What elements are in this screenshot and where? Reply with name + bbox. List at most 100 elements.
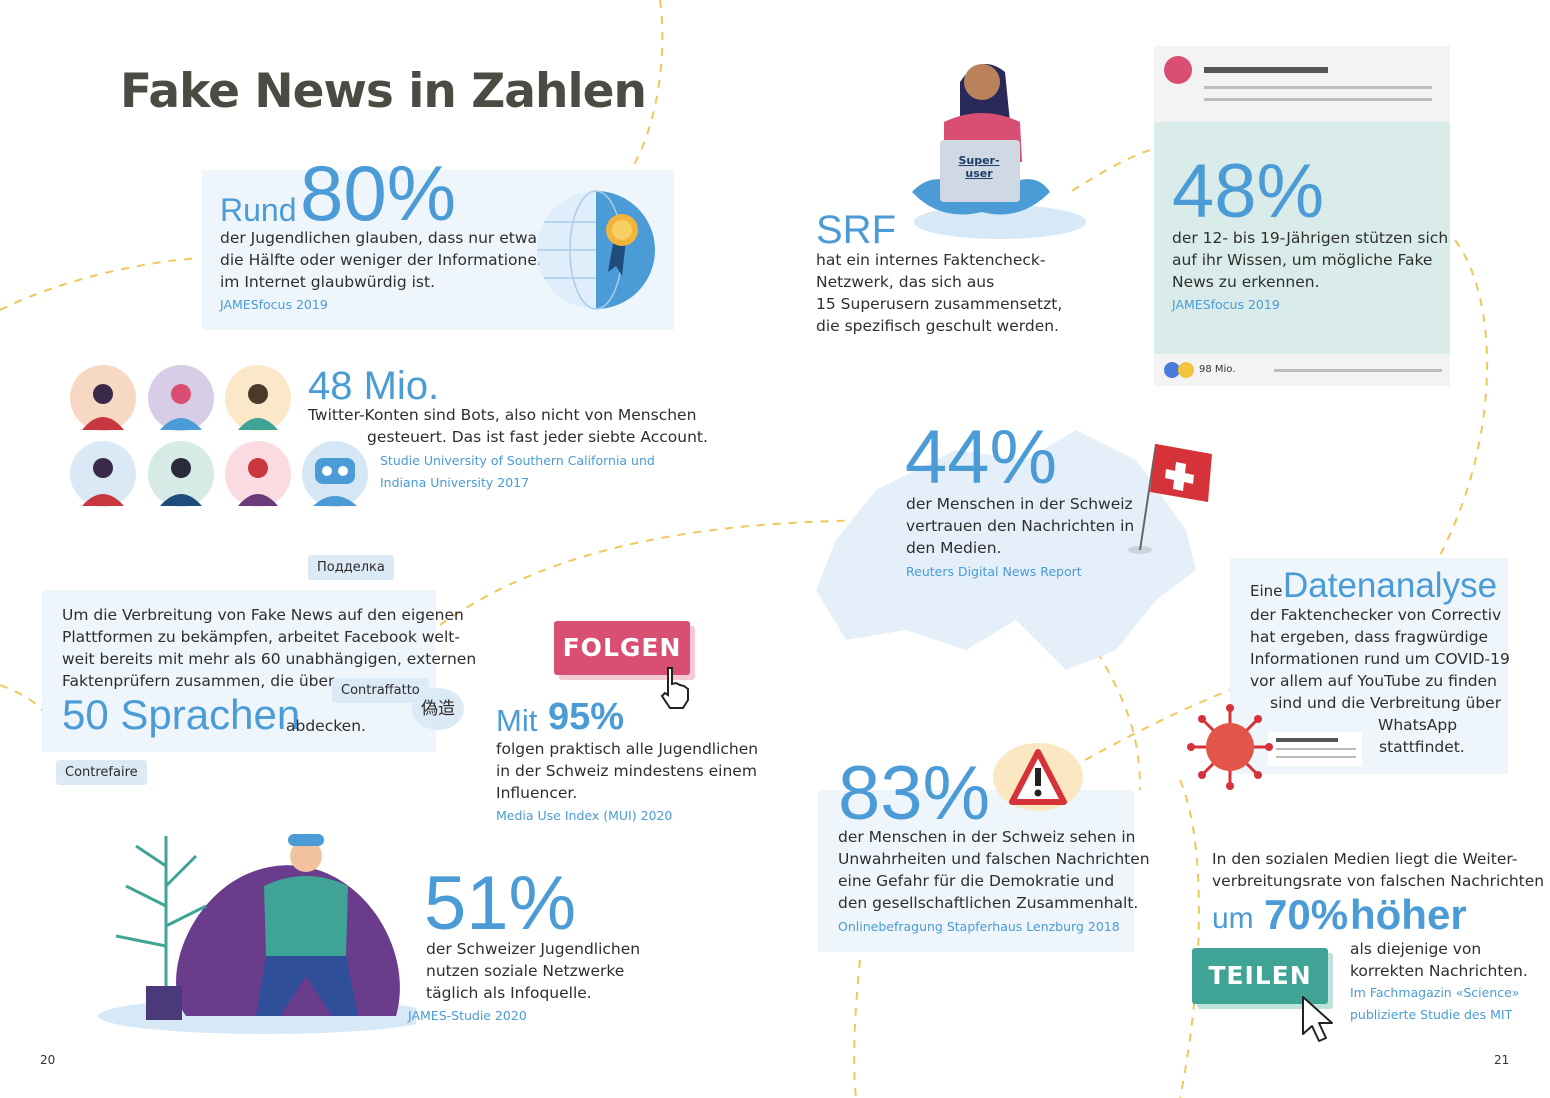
stat-83-source: Onlinebefragung Stapferhaus Lenzburg 201…: [838, 919, 1120, 934]
facebook-languages-value: 50 Sprachen: [62, 691, 301, 738]
stat-80-source: JAMESfocus 2019: [220, 297, 328, 312]
page-number-right: 21: [1494, 1053, 1510, 1067]
text-line: als diejenige von: [1350, 940, 1482, 958]
stat-83-value: 83%: [838, 751, 991, 836]
text-line: der Menschen in der Schweiz: [906, 495, 1133, 513]
text-line: verbreitungsrate von falschen Nachrichte…: [1212, 872, 1545, 890]
post-content-area: [1154, 122, 1450, 354]
stat-44-value: 44%: [905, 415, 1058, 500]
follow-button[interactable]: FOLGEN: [554, 621, 690, 675]
source-line: Im Fachmagazin «Science»: [1350, 985, 1520, 1000]
text-line: vertrauen den Nachrichten in: [906, 517, 1135, 535]
text-line: Um die Verbreitung von Fake News auf den…: [62, 606, 464, 624]
stat-95-text: folgen praktisch alle Jugendlichen in de…: [496, 738, 758, 804]
share-button[interactable]: TEILEN: [1192, 948, 1328, 1004]
label-russian: Подделка: [308, 555, 394, 580]
stat-48p-text: der 12- bis 19-Jährigen stützen sich auf…: [1172, 227, 1448, 293]
text-line: der Schweizer Jugendlichen: [426, 940, 641, 958]
text-line: Unwahrheiten und falschen Nachrichten: [838, 850, 1150, 868]
arrow-cursor-icon: [1302, 996, 1333, 1042]
switzerland-map: [816, 430, 1196, 670]
stat-70-value: 70%: [1264, 891, 1349, 938]
stat-95-value: 95%: [548, 696, 625, 738]
stat-44-source: Reuters Digital News Report: [906, 564, 1082, 579]
stat-83-text: der Menschen in der Schweiz sehen in Unw…: [838, 826, 1150, 914]
text-line: gesteuert. Das ist fast jeder siebte Acc…: [367, 428, 708, 446]
text-line: der Faktenchecker von Correctiv: [1250, 606, 1502, 624]
woman-laptop-illustration: [912, 64, 1086, 239]
text-line: eine Gefahr für die Demokratie und: [838, 872, 1115, 890]
laugh-reaction-icon: [1178, 362, 1194, 378]
post-header-line: [1204, 86, 1432, 89]
globe-award-icon: [537, 190, 655, 310]
post-avatar: [1164, 56, 1192, 84]
laptop-label-line: Super-: [958, 154, 1000, 167]
text-line: vor allem auf YouTube zu finden: [1250, 672, 1497, 690]
stat-70-prefix: um: [1212, 902, 1254, 935]
swiss-flag-icon: [1128, 443, 1212, 554]
source-line: publizierte Studie des MIT: [1350, 1007, 1513, 1022]
data-value: Datenanalyse: [1283, 566, 1498, 605]
stat-51-value: 51%: [424, 861, 577, 946]
stat-80-value: 80%: [300, 149, 457, 237]
stat-51-source: JAMES-Studie 2020: [408, 1008, 527, 1023]
stat-44-text: der Menschen in der Schweiz vertrauen de…: [906, 493, 1134, 559]
text-line: im Internet glaubwürdig ist.: [220, 273, 436, 291]
stat-70-source: Im Fachmagazin «Science» publizierte Stu…: [1350, 982, 1519, 1026]
text-line: folgen praktisch alle Jugendlichen: [496, 740, 759, 758]
laptop-label-line: user: [965, 167, 993, 180]
text-line: In den sozialen Medien liegt die Weiter-: [1212, 850, 1518, 868]
stat-95-prefix: Mit: [496, 703, 538, 738]
page-number-left: 20: [40, 1053, 56, 1067]
text-line: nutzen soziale Netzwerke: [426, 962, 625, 980]
stat-bots-source: Studie University of Southern California…: [380, 450, 655, 494]
text-line: der Jugendlichen glauben, dass nur etwa: [220, 229, 538, 247]
post-header-line: [1204, 98, 1432, 101]
text-line: stattfindet.: [1379, 738, 1465, 756]
stat-box-83: [818, 790, 1134, 952]
text-line: der Menschen in der Schweiz sehen in: [838, 828, 1136, 846]
facebook-box: [42, 590, 436, 752]
stat-48p-source: JAMESfocus 2019: [1172, 297, 1280, 312]
like-reaction-icon: [1164, 362, 1180, 378]
warning-icon: [993, 743, 1083, 811]
text-line: die spezifisch geschult werden.: [816, 317, 1059, 335]
facebook-suffix: abdecken.: [286, 717, 366, 735]
stat-80-prefix: Rund: [220, 192, 297, 228]
text-line: Influencer.: [496, 784, 578, 802]
srf-value: SRF: [816, 208, 896, 252]
source-line: Indiana University 2017: [380, 475, 530, 490]
facebook-text: Um die Verbreitung von Fake News auf den…: [62, 604, 476, 692]
text-line: in der Schweiz mindestens einem: [496, 762, 757, 780]
text-line: Plattformen zu bekämpfen, arbeitet Faceb…: [62, 628, 460, 646]
person-beanbag-illustration: [98, 834, 416, 1034]
text-line: sind und die Verbreitung über: [1270, 694, 1502, 712]
text-line: Informationen rund um COVID-19: [1250, 650, 1510, 668]
laptop-label: Super- user: [958, 154, 1000, 180]
text-line: Twitter-Konten sind Bots, also nicht von…: [308, 406, 697, 424]
text-line: WhatsApp: [1378, 716, 1458, 734]
label-italian: Contraffatto: [332, 678, 429, 703]
text-line: korrekten Nachrichten.: [1350, 962, 1528, 980]
source-line: Studie University of Southern California…: [380, 453, 655, 468]
text-line: weit bereits mit mehr als 60 unabhängige…: [62, 650, 477, 668]
text-line: der 12- bis 19-Jährigen stützen sich: [1172, 229, 1449, 247]
text-line: Netzwerk, das sich aus: [816, 273, 995, 291]
data-prefix: Eine: [1250, 582, 1283, 600]
srf-text: hat ein internes Faktencheck- Netzwerk, …: [816, 249, 1062, 337]
avatar-grid: [70, 365, 368, 507]
label-french: Contrefaire: [56, 760, 147, 785]
label-japanese: 偽造: [412, 688, 464, 730]
stat-51-text: der Schweizer Jugendlichen nutzen sozial…: [426, 938, 640, 1004]
stat-bots-text: Twitter-Konten sind Bots, also nicht von…: [308, 404, 708, 448]
stat-70-text: als diejenige von korrekten Nachrichten.: [1350, 938, 1528, 982]
stat-bots-value: 48 Mio.: [308, 364, 440, 408]
stat-48p-value: 48%: [1172, 149, 1325, 234]
text-line: täglich als Infoquelle.: [426, 984, 592, 1002]
text-line: den Medien.: [906, 539, 1002, 557]
text-line: 15 Superusern zusammensetzt,: [816, 295, 1063, 313]
text-line: die Hälfte oder weniger der Informatione…: [220, 251, 547, 269]
stat-80-text: der Jugendlichen glauben, dass nur etwa …: [220, 227, 547, 293]
reaction-count: 98 Mio.: [1199, 364, 1236, 375]
